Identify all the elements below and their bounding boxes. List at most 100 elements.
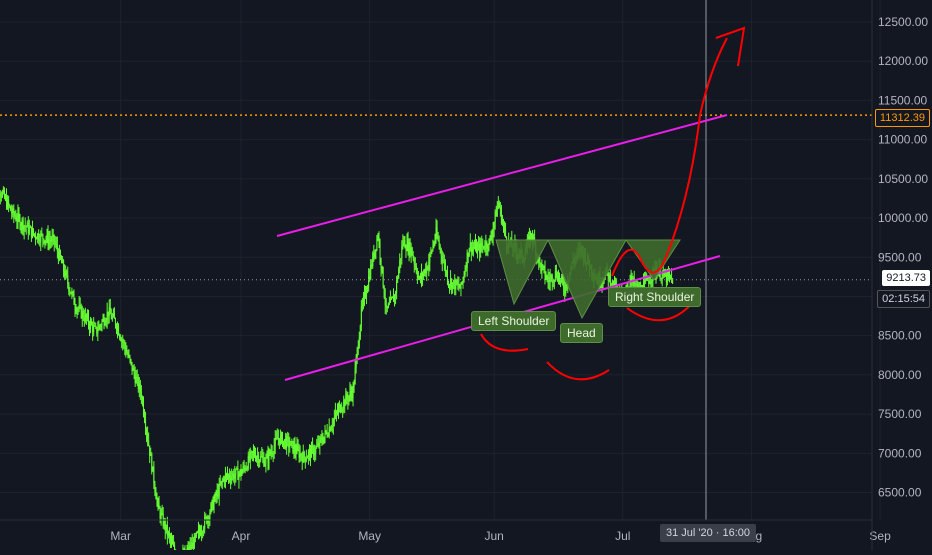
candle-body: [273, 445, 275, 454]
candle-body: [71, 291, 73, 294]
y-tick-label: 6500.00: [878, 486, 922, 500]
candle-body: [554, 271, 556, 280]
candle-body: [341, 410, 343, 412]
candle-body: [456, 280, 458, 285]
candle-body: [26, 222, 28, 228]
candle-body: [130, 359, 132, 362]
candle-body: [92, 324, 94, 333]
candle-body: [172, 540, 174, 545]
candle-body: [551, 275, 553, 283]
candle-body: [86, 314, 88, 319]
candle-body: [406, 240, 408, 251]
candle-body: [543, 265, 545, 268]
candle-body: [367, 287, 369, 293]
y-tick-label: 11500.00: [878, 93, 927, 107]
candle-body: [308, 449, 310, 452]
candles: [0, 186, 674, 555]
candle-body: [15, 216, 17, 221]
candle-body: [305, 458, 307, 461]
candle-body: [19, 216, 21, 227]
candle-body: [240, 469, 242, 476]
channel-upper-line: [276, 114, 728, 237]
candle-body: [346, 394, 348, 399]
candle-body: [444, 262, 446, 272]
candle-body: [209, 512, 211, 520]
candle-body: [297, 446, 299, 450]
candle-body: [80, 305, 82, 318]
candle-body: [77, 308, 79, 310]
candle-body: [321, 437, 323, 442]
candle-body: [238, 473, 240, 480]
candle-body: [28, 227, 30, 234]
candle-body: [54, 242, 56, 245]
candle-body: [248, 455, 250, 461]
y-tick-label: 10500.00: [878, 172, 928, 186]
candle-body: [382, 267, 384, 287]
candle-body: [401, 246, 403, 259]
candle-body: [366, 292, 368, 297]
candle-body: [359, 325, 361, 338]
candle-body: [412, 255, 414, 259]
candle-body: [25, 226, 27, 228]
candle-body: [556, 276, 558, 281]
candle-body: [566, 284, 568, 287]
candle-body: [300, 453, 302, 457]
candle-body: [18, 213, 20, 217]
candle-body: [482, 245, 484, 247]
candle-body: [612, 280, 614, 290]
candle-body: [546, 276, 548, 279]
candle-body: [67, 275, 69, 284]
candle-body: [419, 276, 421, 280]
candle-body: [79, 304, 81, 306]
candle-body: [218, 483, 220, 497]
candle-body: [280, 433, 282, 436]
candle-body: [400, 258, 402, 261]
candle-body: [106, 311, 108, 321]
candle-body: [165, 524, 167, 531]
candle-body: [315, 447, 317, 454]
candle-body: [356, 348, 358, 358]
candle-body: [485, 242, 487, 249]
candle-body: [288, 438, 290, 448]
candle-body: [8, 199, 10, 205]
candle-body: [164, 520, 166, 531]
candle-body: [155, 491, 157, 500]
candle-body: [650, 281, 652, 283]
candle-body: [30, 226, 32, 238]
candle-body: [301, 456, 303, 463]
candle-body: [302, 452, 304, 463]
candle-body: [491, 236, 493, 238]
candle-body: [549, 277, 551, 282]
left-shoulder-label: Left Shoulder: [471, 311, 557, 331]
candle-body: [460, 282, 462, 289]
candle-body: [42, 234, 44, 240]
candle-body: [565, 284, 567, 294]
candle-body: [417, 276, 419, 278]
candle-body: [670, 274, 672, 278]
candle-body: [375, 249, 377, 251]
candle-body: [440, 249, 442, 257]
candle-body: [161, 513, 163, 515]
candle-body: [163, 520, 165, 527]
candle-body: [286, 436, 288, 448]
candle-body: [498, 202, 500, 208]
candle-body: [6, 196, 8, 208]
candle-body: [533, 237, 535, 242]
candle-body: [260, 455, 262, 461]
candle-body: [330, 427, 332, 431]
candle-body: [83, 318, 85, 321]
candle-body: [37, 233, 39, 240]
candle-body: [122, 339, 124, 343]
candle-body: [125, 347, 127, 354]
candle-body: [328, 427, 330, 436]
candle-body: [62, 260, 64, 264]
candle-body: [200, 532, 202, 535]
candle-body: [124, 342, 126, 348]
candle-body: [127, 353, 129, 357]
candle-body: [230, 478, 232, 481]
candle-body: [563, 281, 565, 290]
candle-body: [247, 455, 249, 470]
candle-body: [154, 483, 156, 492]
